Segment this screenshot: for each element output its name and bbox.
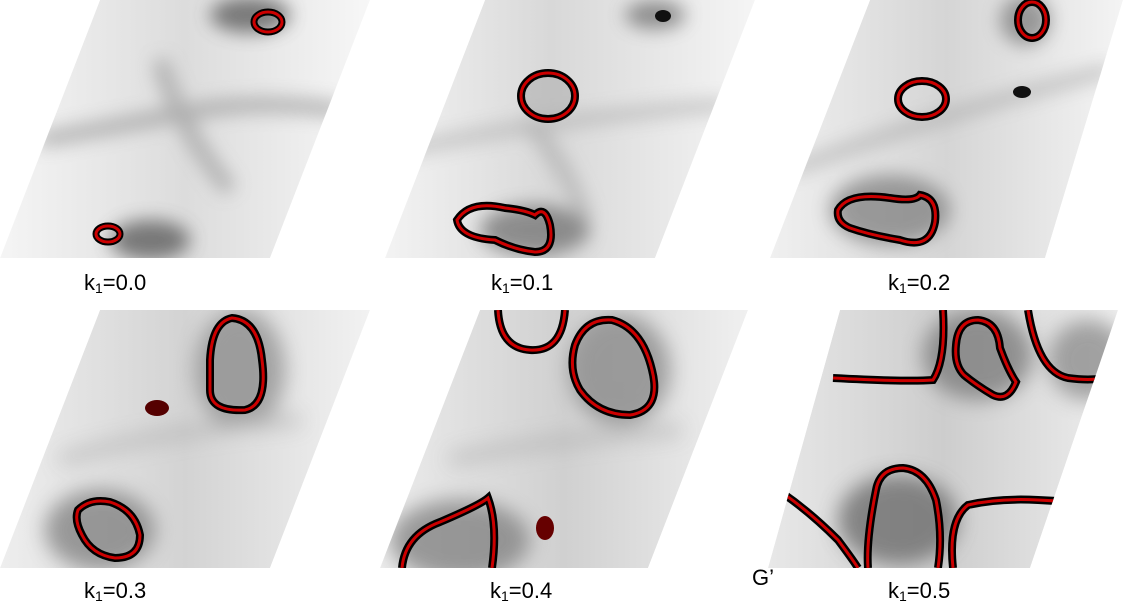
spectral-panel-k0.5: k1=0.5: [768, 310, 1123, 604]
k-label: k1=0.3: [84, 578, 147, 604]
spectral-map: [768, 310, 1118, 568]
spectral-panel-k0.0: k1=0.0: [0, 0, 380, 296]
k-label: k1=0.5: [888, 578, 951, 604]
spectral-panel-k0.3: k1=0.3: [0, 310, 380, 604]
spectral-map: [0, 0, 370, 258]
spectral-panel-k0.2: k1=0.2: [770, 0, 1123, 296]
spectral-map: [385, 0, 755, 258]
k-label: k1=0.2: [888, 270, 951, 296]
spectral-map: [0, 310, 370, 568]
spectral-panel-k0.1: k1=0.1: [385, 0, 765, 296]
k-label: k1=0.0: [84, 270, 147, 296]
k-label: k1=0.4: [490, 578, 553, 604]
k-label: k1=0.1: [491, 270, 554, 296]
g-prime-label: G’: [752, 565, 774, 590]
spectral-map: [380, 310, 748, 568]
spectral-panel-k0.4: k1=0.4: [380, 310, 760, 604]
spectral-map: [770, 0, 1123, 258]
